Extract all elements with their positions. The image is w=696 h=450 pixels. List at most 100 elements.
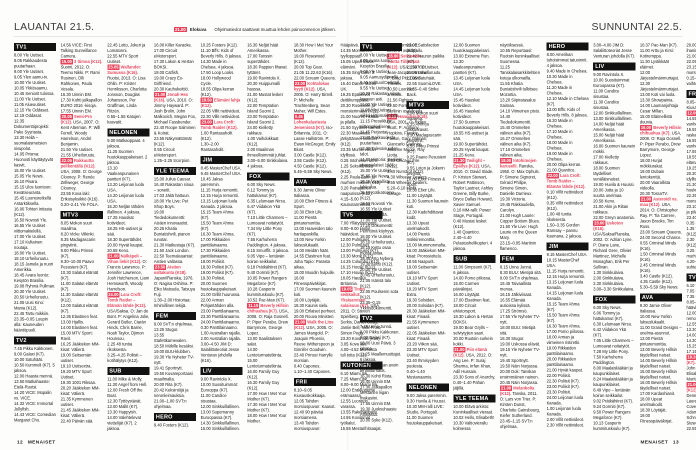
channel-block: FRII 8.10–9.05 Kiusauskokkaaja. 12.05 Tahd… — [293, 43, 383, 432]
listing-item: 16.00 Killer Karaoke. — [153, 43, 192, 48]
listing-item: 18.00 Yle Live: Pet Shop Boys. — [153, 199, 189, 209]
listing-item: 3.05 Kova laki. — [340, 342, 368, 347]
movie-title: Lara Croft: Tomb Raider – Elämän lähde (… — [546, 173, 586, 190]
channel-header: MTV3 — [406, 101, 449, 109]
listing-item: 9.00 Matkaoppaat. 4 jaksoa. — [107, 138, 145, 149]
listing-item: 22.05 Satuhäät. — [406, 76, 436, 81]
listing-item: 13.30 Pulmuset. — [686, 327, 696, 333]
listing-item: 21.35 Kymmenen uutiset. — [60, 397, 93, 407]
listing-item: 16.40 Uinnin EM. — [360, 379, 392, 385]
movie-title: Beverly Hillsin chihuahua (K7). — [247, 303, 289, 314]
listing-item: 9.00 Ravintola X. — [593, 72, 625, 78]
listing-item: 17.55 Yle Nyheter TV-nytt. — [499, 314, 541, 325]
listing-item: 11.00 Suomen huutokauppakeisari. — [406, 415, 444, 426]
listing-item: 19.30 Victoria. — [499, 197, 527, 202]
channel-block: TV5 7.00 Yllätysremontti.8.00–9.00 Hullut… — [340, 211, 383, 358]
listing-item: 16.55 Yle Uutiset viittomakielellä. — [14, 223, 46, 234]
listing-item: 15.00 Mummonmafia. — [406, 243, 447, 248]
listing-item: 23.00 Temptation Island Suomi 2. — [247, 114, 279, 125]
listing-item: 0.25 Intohimon uhrit. — [340, 158, 378, 164]
listing-item: 8.55 Pikku Prinssi (K7). — [406, 144, 440, 154]
listing-item: 17.00 Tanssin supertähdet. — [247, 54, 273, 64]
listing-item: 11.10 Bffs: Kids of Beverly Hills. 8 jak… — [200, 48, 242, 59]
listing-item: 17.16 Ommelten välinen aika. — [499, 147, 531, 158]
listing-item: 13.00 Hjallis. — [60, 320, 85, 325]
listing-item: 5.45–5.59 Sky News. — [293, 169, 333, 175]
listing-item: 20.45 Näin Norjassa. — [499, 380, 539, 386]
listing-item: 13.50 Matkahaaste: Etelä-Ruotsi. — [14, 379, 50, 390]
listing-item: 6.06 Tommy ja hattukamut (K7). — [593, 311, 624, 321]
listing-item: 11.25 Maallemuuttajat. 6 jaksoa. — [360, 352, 402, 362]
listing-item: 19.00 Made in Chelsea. — [546, 151, 573, 162]
listing-item: 14.56 VICE: First Talking Surveillance C… — [60, 43, 97, 59]
listing-item: 19.00 Poliisit (K7). — [200, 270, 234, 276]
listings-columns: TV1 8.00 Yle Uutiset. 8.05 Avara luonto: K… — [360, 42, 696, 432]
listing-item: 23.00 Scream Queens. — [639, 230, 682, 235]
movie-time-chip: 16.00 — [639, 125, 653, 131]
listing-item: 23.40 Syylliset vaimot. — [686, 215, 696, 221]
listing-item: 18.00 Yle Uutiset. — [14, 251, 47, 256]
listing-item-movie: 23.00 Kohtalokas kyyti (K12). USA, 2005.… — [293, 81, 336, 114]
listing-item: 10.45 Jaksa paremmin. — [200, 177, 223, 187]
movie-details: Suomi, 2012. O: Teemu Nikki. P: Rami Rus… — [60, 65, 100, 92]
channel-block: TV56.10 Yllätysremontti.7.05 Pientien pe… — [686, 43, 696, 432]
movie-time-chip: 19.05 — [340, 286, 353, 292]
listing-item: 18.00 Circuit eMotorsport. — [453, 303, 477, 314]
listing-item: 16.00 Beverly Hillsin täydelliset naiset… — [639, 380, 677, 391]
listing-item: 10.00 Suosituimmat Euroopassa (K7). — [593, 78, 630, 88]
listing-item: 11.00 Mike & Molly. — [107, 377, 143, 382]
listing-item: 19.00 Tiededokumentti: Aistien innovaati… — [153, 210, 189, 226]
channel-block: TV1 8.00 Yle Uutiset. 8.05 Rakkaudesta puu… — [14, 43, 57, 333]
listing-item: 18.55 HS-uutiset ja sää. — [453, 131, 489, 141]
listing-item: 19.50 Näin Norjassa. — [499, 364, 539, 369]
listing-item: 13.00 Bffs: Kids of Beverly Hills. 8 jak… — [546, 107, 588, 118]
channel-block: YLE TEEMA 15.00 Julius Caesar. 16.40 Rakas… — [153, 167, 197, 309]
listing-item: 23.40 Prinssi Harrylle morsian. — [293, 353, 333, 363]
listing-item: 7.45 Pikku Kakkonen. — [14, 346, 54, 352]
channel-header: YLE TEEMA — [453, 394, 496, 403]
listing-item: 9.30 Huvila & Huussi. — [406, 399, 446, 404]
listing-item: 6.30 Lelumaan Nirsu. — [593, 322, 633, 327]
listing-item: 19.25 Epäkelvot deittikumppanit. — [340, 92, 370, 103]
listing-item: 9.00 Ravintola X. — [200, 377, 232, 382]
channel-header: NELONEN — [107, 128, 150, 137]
channel-block: TV2 7.45 Pikku Kakkonen. 9.00 Galaxi (K7).… — [14, 43, 103, 432]
listing-item: 12.00 Erakkoperhe erämaassa. — [340, 388, 376, 398]
movie-details: USA, 2012. O: Ang Lee. P: Suraj Sharma, … — [453, 353, 493, 374]
movie-details: USA, 1997. O: Jean-Jacques Annaud. P: Br… — [387, 65, 429, 86]
listing-item: 12.00 Fresh Off the Boat. — [107, 388, 143, 398]
listing-item: 10.30 MM-ralli LIVE: Studio, Portugali. — [406, 404, 444, 415]
channel-block: TV2 7.45 Unna Junná. 8.00 Pikku Kakkonen. 9… — [360, 43, 449, 432]
listing-item: 22.45 Tartu mikkiin. — [14, 311, 50, 317]
listing-item: 22.30 Maailmaa järkyttäneet rikokset (K1… — [340, 131, 377, 147]
listing-item: 18.00 Yle Uutiset. — [360, 234, 393, 240]
movie-time-chip: 12.00 — [686, 110, 696, 116]
listing-item: 15.05 Yle News. — [14, 174, 44, 179]
movie-title: Elämäni lahja (K12). — [200, 98, 241, 108]
listing-item: 9.25 Paavo Pesusieni (K7). — [406, 155, 447, 165]
listing-item: 20.00 Dok: Tanskan ensimmäinen nainen. — [499, 369, 539, 380]
listing-item: 9.45 KulttuuriCocktail. — [360, 80, 400, 86]
listing-item: 11.30 Salatut elämät (K12). — [60, 292, 98, 303]
listing-item: 9.00 SVT:n ohjelmaa. — [153, 322, 193, 327]
listing-item: 18.00 Hollywood Cycle. — [200, 76, 231, 86]
listing-item: 19.00 BUU-klubben. — [153, 349, 191, 355]
listing-item: 7.05 Pientien perhe. — [686, 289, 696, 294]
listing-item: 4.55 Wheeler Dealers. — [387, 180, 428, 186]
listing-item: 3.00–4.00 JIM D: Salaliittoteoriat Jesse… — [593, 43, 635, 59]
listing-item: 10.55 Reportaasi: Ruotsin kuninkaalliset… — [499, 48, 540, 65]
listing-item: 10.02 Hello, Elisabeth! — [453, 415, 495, 421]
movie-details: Iso-Britannia, 2011. O: Lasse Hallström.… — [293, 125, 336, 153]
listing-item: 10.25 Fosters (K12). — [200, 43, 238, 48]
listing-item: 10.00 Suosituimmat: Eurooppa (K7). — [200, 382, 238, 393]
movie-time-chip: 21.00 — [153, 92, 167, 98]
listing-item: 17.30 Lakon & Hertan BOKSI. — [153, 59, 194, 70]
listing-item: 18.00 Catfish. — [153, 70, 180, 76]
movie-details: USA, 2001. O: Ridley Scott. P: Anthony H… — [387, 120, 428, 158]
listing-item: 17.55 Uinnin EM. — [60, 109, 93, 114]
listing-item-movie: 21.30 Twilight – Epäilys (K12). USA, 201… — [453, 158, 495, 208]
movie-time-chip: 23.00 — [200, 119, 213, 125]
page-footer: 12 MENAISET — [14, 440, 56, 446]
listing-item: 13.00 Pulmuset (K7). — [340, 248, 379, 254]
movie-title: Wallander: Sumussa (K16). — [107, 65, 142, 75]
